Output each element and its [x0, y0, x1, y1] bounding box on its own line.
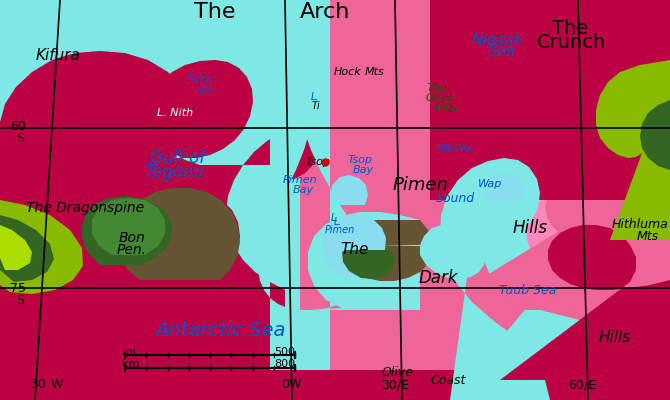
Text: Hithluma: Hithluma — [612, 218, 669, 230]
Polygon shape — [0, 390, 670, 400]
Polygon shape — [0, 215, 54, 282]
Polygon shape — [500, 225, 670, 380]
Text: Gulf of: Gulf of — [151, 149, 206, 167]
Text: L.: L. — [334, 217, 342, 227]
Text: The: The — [552, 18, 588, 38]
Text: W: W — [289, 378, 302, 392]
Polygon shape — [300, 50, 670, 400]
Text: Hills: Hills — [434, 103, 458, 113]
Polygon shape — [440, 158, 550, 400]
Text: Kifura: Kifura — [36, 48, 80, 62]
Text: Arch: Arch — [299, 2, 350, 22]
Polygon shape — [430, 0, 670, 200]
Text: Sound: Sound — [436, 192, 474, 204]
Polygon shape — [82, 196, 172, 265]
Polygon shape — [450, 133, 619, 400]
Text: 30/E: 30/E — [381, 378, 409, 392]
Text: Mts: Mts — [637, 230, 659, 242]
Text: Tuub Sea: Tuub Sea — [499, 284, 557, 296]
Text: Tsop: Tsop — [306, 157, 330, 167]
Text: Kela: Kela — [188, 73, 212, 83]
Text: Coast: Coast — [430, 374, 466, 388]
Polygon shape — [0, 200, 83, 294]
Text: Pimen: Pimen — [325, 225, 355, 235]
Text: Hock: Hock — [334, 67, 362, 77]
Text: L. Nith: L. Nith — [157, 108, 193, 118]
Polygon shape — [0, 225, 32, 270]
Text: Tegonu: Tegonu — [144, 163, 204, 181]
Polygon shape — [485, 174, 524, 200]
Polygon shape — [308, 212, 420, 310]
Text: Str.: Str. — [198, 85, 216, 95]
Text: S: S — [16, 132, 24, 144]
Text: 60/E: 60/E — [568, 378, 596, 392]
Polygon shape — [596, 60, 670, 240]
Text: L.: L. — [331, 213, 339, 223]
Polygon shape — [331, 175, 368, 205]
Text: mi: mi — [122, 347, 136, 357]
Text: 500: 500 — [274, 347, 295, 357]
Polygon shape — [380, 224, 485, 279]
Polygon shape — [330, 0, 430, 200]
Text: 800: 800 — [274, 359, 295, 369]
Text: S: S — [16, 294, 24, 306]
Polygon shape — [430, 175, 670, 310]
Polygon shape — [0, 350, 670, 400]
Text: Olive: Olive — [382, 366, 414, 378]
Polygon shape — [0, 51, 194, 370]
Polygon shape — [258, 30, 365, 370]
Text: Pimen: Pimen — [392, 176, 448, 194]
Polygon shape — [526, 192, 670, 400]
Text: 60: 60 — [10, 120, 26, 134]
Text: Sea: Sea — [488, 44, 516, 60]
Text: Wap: Wap — [478, 179, 502, 189]
Text: W: W — [51, 378, 63, 392]
Text: Pen.: Pen. — [117, 243, 147, 257]
Polygon shape — [310, 215, 386, 278]
Polygon shape — [630, 100, 670, 220]
Polygon shape — [342, 250, 395, 279]
Text: Mts: Mts — [365, 67, 385, 77]
Text: Dark: Dark — [418, 269, 458, 287]
Text: Bay: Bay — [292, 185, 314, 195]
Text: Antarctic Sea: Antarctic Sea — [155, 320, 285, 340]
Text: Tsop: Tsop — [348, 155, 373, 165]
Text: 30: 30 — [30, 378, 46, 392]
Text: 75: 75 — [10, 282, 26, 294]
Text: km: km — [122, 359, 139, 369]
Polygon shape — [0, 60, 319, 400]
Text: The Dragonspine: The Dragonspine — [26, 201, 144, 215]
Text: Abima: Abima — [438, 143, 473, 153]
Text: L.: L. — [311, 92, 319, 102]
Text: Pimen: Pimen — [283, 175, 318, 185]
Polygon shape — [80, 188, 240, 280]
Polygon shape — [0, 190, 240, 290]
Text: Hills: Hills — [599, 330, 631, 346]
Text: Bay: Bay — [352, 165, 374, 175]
Polygon shape — [330, 220, 433, 281]
Polygon shape — [92, 198, 165, 255]
Text: The: The — [341, 242, 369, 258]
Text: Olive: Olive — [425, 93, 454, 103]
Text: The: The — [427, 83, 448, 93]
Text: Bon: Bon — [119, 231, 145, 245]
Text: Crunch: Crunch — [537, 32, 606, 52]
Text: The: The — [194, 2, 236, 22]
Polygon shape — [0, 370, 670, 400]
Text: 0: 0 — [281, 378, 289, 392]
Text: Ti: Ti — [312, 101, 320, 111]
Text: Hills: Hills — [513, 219, 547, 237]
Text: Nipsak: Nipsak — [471, 32, 523, 48]
